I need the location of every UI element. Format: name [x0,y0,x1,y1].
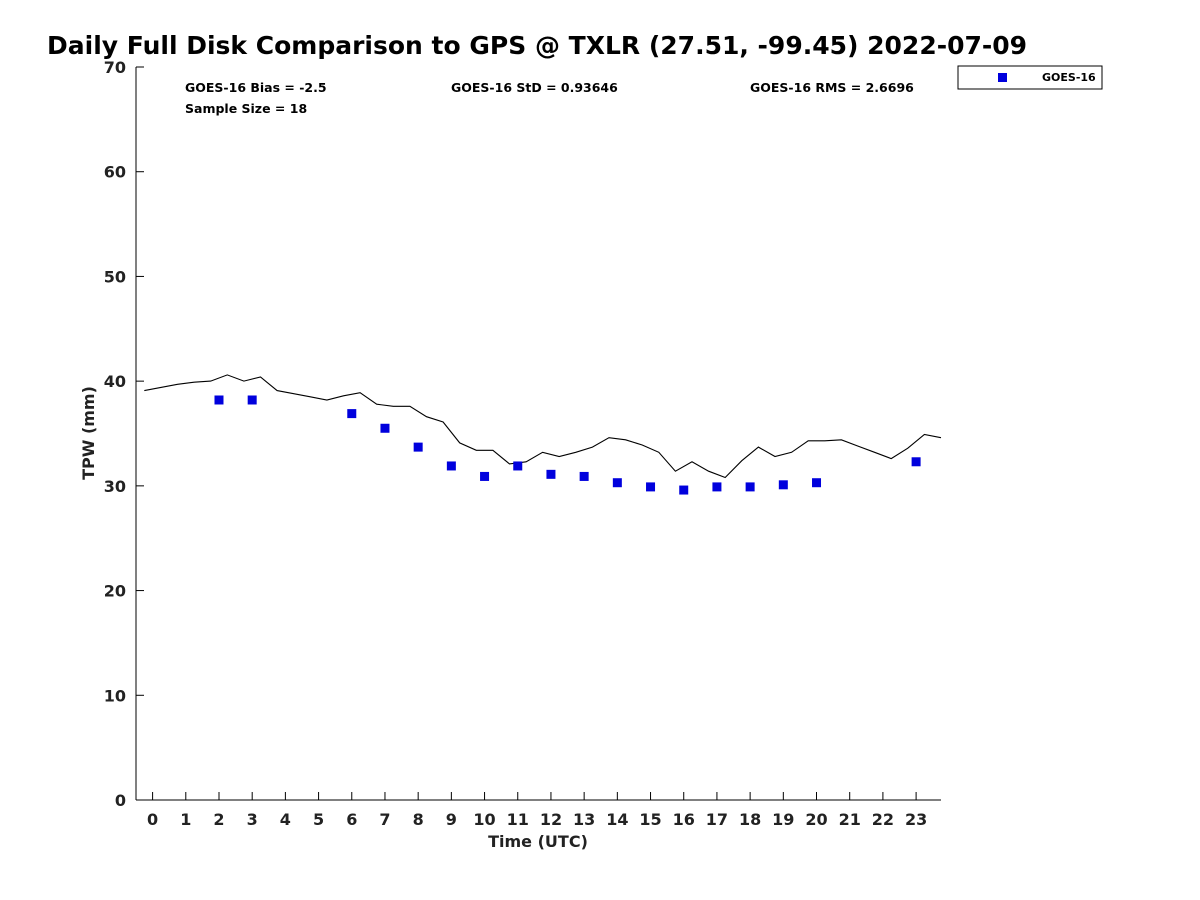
x-tick-label: 7 [379,810,390,829]
y-tick-label: 50 [104,267,126,286]
x-tick-label: 21 [839,810,861,829]
goes16-point [679,485,689,495]
x-tick-label: 19 [772,810,794,829]
x-tick-label: 8 [413,810,424,829]
legend-marker [998,73,1007,82]
goes16-point [911,457,921,467]
goes16-point [446,461,456,471]
x-tick-label: 12 [540,810,562,829]
goes16-point [646,482,656,492]
goes16-point [812,478,822,488]
x-tick-label: 2 [213,810,224,829]
goes16-point [413,442,423,452]
x-tick-label: 10 [473,810,495,829]
goes16-point [778,480,788,490]
goes16-point [745,482,755,492]
x-tick-label: 22 [872,810,894,829]
goes16-point [480,471,490,481]
x-tick-label: 18 [739,810,761,829]
goes16-point [347,409,357,419]
y-tick-label: 10 [104,686,126,705]
legend-box [957,65,1103,90]
y-tick-label: 30 [104,477,126,496]
x-tick-label: 11 [507,810,529,829]
x-tick-label: 17 [706,810,728,829]
legend: GOES-16 [957,65,1103,90]
y-tick-label: 70 [104,58,126,77]
goes16-point [612,478,622,488]
plot-axes [135,67,941,801]
y-tick-label: 20 [104,582,126,601]
chart-title: Daily Full Disk Comparison to GPS @ TXLR… [47,31,1027,60]
goes16-point [380,423,390,433]
x-tick-label: 3 [247,810,258,829]
std-stat: GOES-16 StD = 0.93646 [451,80,618,95]
x-tick-label: 23 [905,810,927,829]
x-tick-label: 20 [805,810,827,829]
x-tick-label: 16 [673,810,695,829]
x-tick-label: 13 [573,810,595,829]
x-tick-label: 1 [180,810,191,829]
goes16-point [579,471,589,481]
x-ticks: 0 1 2 3 4 5 6 7 8 9 10 11 12 13 14 15 16 17 18 19 20 21 22 23 [147,792,927,829]
x-tick-label: 4 [280,810,291,829]
x-tick-label: 15 [639,810,661,829]
y-ticks: 0 10 20 30 40 50 60 70 [104,58,144,810]
gps-tpw-line [144,374,942,479]
goes16-point [546,469,556,479]
gps-line-series [144,374,942,479]
x-tick-label: 6 [346,810,357,829]
y-tick-label: 0 [115,791,126,810]
x-tick-label: 9 [446,810,457,829]
x-axis-label: Time (UTC) [488,832,588,851]
bias-stat: GOES-16 Bias = -2.5 [185,80,327,95]
x-tick-label: 14 [606,810,628,829]
x-tick-label: 0 [147,810,158,829]
goes16-point [513,461,523,471]
goes16-point [214,395,224,405]
legend-label: GOES-16 [1042,71,1096,84]
goes16-point-series [214,395,921,495]
y-tick-label: 40 [104,372,126,391]
y-tick-label: 60 [104,163,126,182]
sample-size-stat: Sample Size = 18 [185,101,307,116]
goes16-point [247,395,257,405]
goes16-point [712,482,722,492]
y-axis-label: TPW (mm) [79,386,98,480]
rms-stat: GOES-16 RMS = 2.6696 [750,80,914,95]
x-tick-label: 5 [313,810,324,829]
